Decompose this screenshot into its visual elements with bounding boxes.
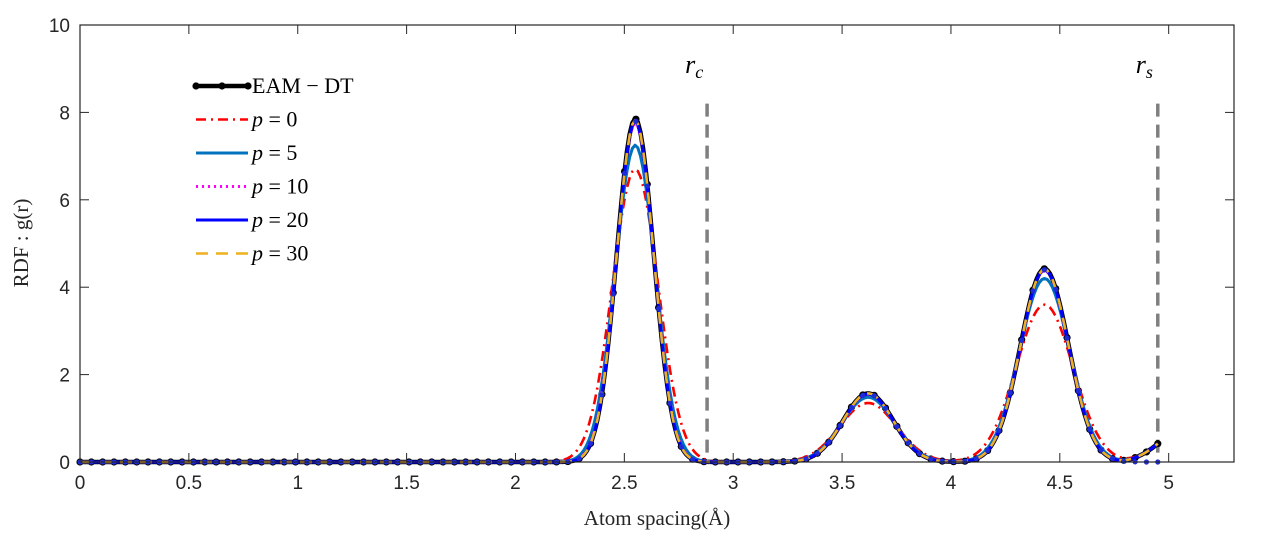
p20-marker	[1098, 447, 1104, 453]
p20-marker	[610, 291, 616, 297]
p20-marker	[1053, 286, 1059, 292]
legend-marker	[244, 82, 252, 90]
x-tick-label: 5	[1163, 473, 1174, 494]
x-tick-label: 2.5	[611, 473, 637, 494]
p20-marker	[621, 170, 628, 176]
p20-marker	[690, 456, 696, 462]
p20-marker	[656, 305, 662, 312]
plot-frame	[79, 24, 1235, 463]
legend-marker	[192, 82, 200, 90]
x-tick-label: 0.5	[176, 473, 202, 494]
p20-marker	[803, 456, 809, 462]
p20-marker	[871, 393, 877, 399]
p20-marker	[814, 450, 821, 456]
p20-marker	[916, 451, 923, 457]
legend-label-0: EAM − DT	[252, 73, 354, 98]
x-tick-label: 3	[728, 473, 739, 494]
p20-marker	[973, 456, 979, 462]
legend-label-2: p = 5	[250, 140, 297, 165]
x-tick-label: 4.5	[1047, 473, 1073, 494]
p20-marker	[667, 400, 673, 406]
legend-label-5: p = 30	[250, 241, 308, 266]
y-tick-label: 2	[59, 366, 70, 387]
x-tick-label: 0	[75, 473, 86, 494]
p20-marker	[837, 423, 843, 429]
y-tick-label: 6	[59, 191, 70, 212]
plot-area	[80, 25, 1234, 462]
y-tick-label: 10	[49, 16, 70, 37]
p20-marker	[1064, 335, 1070, 341]
p20-marker	[633, 118, 639, 124]
p20-marker	[678, 444, 684, 450]
legend-marker	[218, 82, 226, 90]
p20-marker	[587, 440, 594, 447]
p20-marker	[1109, 455, 1116, 462]
y-tick-label: 4	[59, 278, 70, 299]
legend-label-3: p = 10	[250, 174, 308, 199]
p20-marker	[985, 448, 991, 454]
p20-marker	[894, 423, 900, 430]
p20-marker	[996, 428, 1002, 434]
p20-marker	[882, 405, 889, 411]
p20-marker	[962, 458, 968, 464]
legend-label-1: p = 0	[250, 107, 297, 132]
p20-marker	[1075, 388, 1081, 394]
p20-marker	[848, 404, 855, 411]
x-tick-label: 2	[510, 473, 521, 494]
p20-marker	[928, 456, 934, 462]
p20-marker	[599, 392, 605, 398]
p20-marker	[939, 458, 945, 464]
y-axis-title: RDF : g(r)	[9, 199, 33, 288]
p20-marker	[1019, 337, 1025, 343]
x-tick-label: 1	[292, 473, 303, 494]
x-tick-label: 4	[946, 473, 957, 494]
p20-marker	[1087, 426, 1093, 433]
x-tick-label: 3.5	[829, 473, 855, 494]
y-tick-label: 8	[59, 103, 70, 124]
p20-marker	[1041, 267, 1047, 273]
p20-marker	[792, 458, 798, 464]
p20-marker	[576, 455, 582, 462]
p20-marker	[1121, 458, 1127, 464]
p20-marker	[860, 392, 866, 398]
p20-marker	[644, 183, 650, 189]
p20-marker	[905, 440, 911, 446]
y-tick-label: 0	[59, 453, 70, 474]
x-axis-title: Atom spacing(Å)	[584, 506, 730, 530]
p20-marker	[1030, 288, 1036, 294]
p20-marker	[1007, 390, 1013, 396]
x-tick-label: 1.5	[393, 473, 419, 494]
p20-marker	[826, 439, 832, 445]
legend: EAM − DT p = 0 p = 5 p = 10 p = 20 p = 30	[192, 73, 354, 266]
legend-label-4: p = 20	[250, 207, 308, 232]
